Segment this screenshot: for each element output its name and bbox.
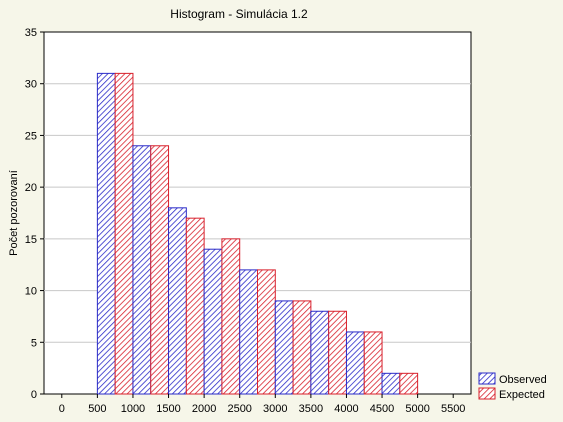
y-tick-label: 30 (25, 79, 37, 91)
x-tick-label: 4500 (370, 403, 394, 415)
bar-expected (292, 300, 312, 395)
y-tick-label: 0 (31, 389, 37, 401)
y-axis-title: Počet pozorovaní (8, 170, 20, 256)
x-tick-label: 5500 (441, 403, 465, 415)
bar-observed (168, 207, 187, 395)
legend-swatch-expected (478, 387, 496, 400)
y-tick-label: 20 (25, 182, 37, 194)
x-ticks: 0 500 1000 1500 2000 2500 3000 3500 4000 4500 5000… (59, 394, 465, 415)
bar-observed (274, 300, 294, 395)
y-tick-label: 5 (31, 337, 37, 349)
bar-observed (96, 72, 116, 395)
x-tick-label: 4000 (334, 403, 358, 415)
bar-expected (114, 72, 134, 395)
x-tick-label: 2500 (227, 403, 251, 415)
x-tick-label: 0 (59, 403, 65, 415)
x-tick-label: 500 (88, 403, 106, 415)
bar-observed (132, 145, 152, 395)
chart-title: Histogram - Simulácia 1.2 (170, 7, 308, 21)
x-tick-label: 2000 (192, 403, 216, 415)
x-tick-label: 1000 (121, 403, 145, 415)
bar-expected (363, 331, 383, 395)
bar-expected (150, 145, 170, 395)
bar-observed (203, 248, 223, 395)
x-tick-label: 3000 (263, 403, 287, 415)
legend-label-expected: Expected (499, 389, 545, 401)
legend: Observed Expected (478, 372, 547, 401)
bar-expected (399, 372, 419, 395)
bar-observed (310, 310, 330, 395)
bars (96, 72, 419, 395)
y-tick-label: 15 (25, 234, 37, 246)
bar-observed (381, 372, 401, 395)
bar-expected (185, 217, 205, 395)
x-tick-label: 1500 (156, 403, 180, 415)
y-tick-label: 10 (25, 286, 37, 298)
y-ticks: 0 5 10 15 20 25 30 35 (25, 27, 44, 401)
y-tick-label: 25 (25, 130, 37, 142)
x-tick-label: 3500 (299, 403, 323, 415)
bar-observed (345, 331, 365, 395)
bar-expected (328, 310, 347, 395)
bar-expected (221, 238, 241, 395)
x-tick-label: 5000 (405, 403, 429, 415)
bar-expected (257, 269, 276, 395)
y-tick-label: 35 (25, 27, 37, 39)
legend-label-observed: Observed (499, 374, 547, 386)
bar-observed (239, 269, 258, 395)
legend-swatch-observed (478, 372, 496, 385)
